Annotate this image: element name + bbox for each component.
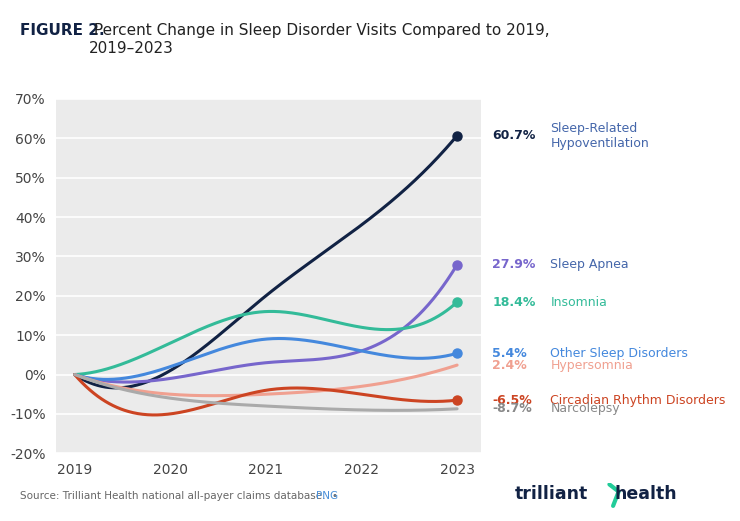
Text: 60.7%: 60.7%: [492, 129, 536, 142]
Text: Other Sleep Disorders: Other Sleep Disorders: [551, 347, 688, 360]
Text: -6.5%: -6.5%: [492, 394, 532, 406]
Text: Sleep-Related
Hypoventilation: Sleep-Related Hypoventilation: [551, 121, 649, 150]
Text: PNG: PNG: [316, 491, 338, 501]
Text: Narcolepsy: Narcolepsy: [551, 402, 620, 415]
Text: Percent Change in Sleep Disorder Visits Compared to 2019,
2019–2023: Percent Change in Sleep Disorder Visits …: [89, 23, 549, 56]
Text: Sleep Apnea: Sleep Apnea: [551, 258, 629, 271]
Text: trilliant: trilliant: [514, 485, 588, 503]
Text: 2.4%: 2.4%: [492, 358, 527, 371]
Text: 27.9%: 27.9%: [492, 258, 536, 271]
Text: Hypersomnia: Hypersomnia: [551, 358, 633, 371]
Text: 5.4%: 5.4%: [492, 347, 527, 360]
Text: Source: Trilliant Health national all-payer claims database.  •: Source: Trilliant Health national all-pa…: [20, 491, 345, 501]
Text: 18.4%: 18.4%: [492, 295, 536, 308]
Text: Insomnia: Insomnia: [551, 295, 608, 308]
Text: Circadian Rhythm Disorders: Circadian Rhythm Disorders: [551, 394, 726, 406]
Text: -8.7%: -8.7%: [492, 402, 532, 415]
Text: health: health: [614, 485, 677, 503]
Text: FIGURE 2.: FIGURE 2.: [20, 23, 104, 39]
